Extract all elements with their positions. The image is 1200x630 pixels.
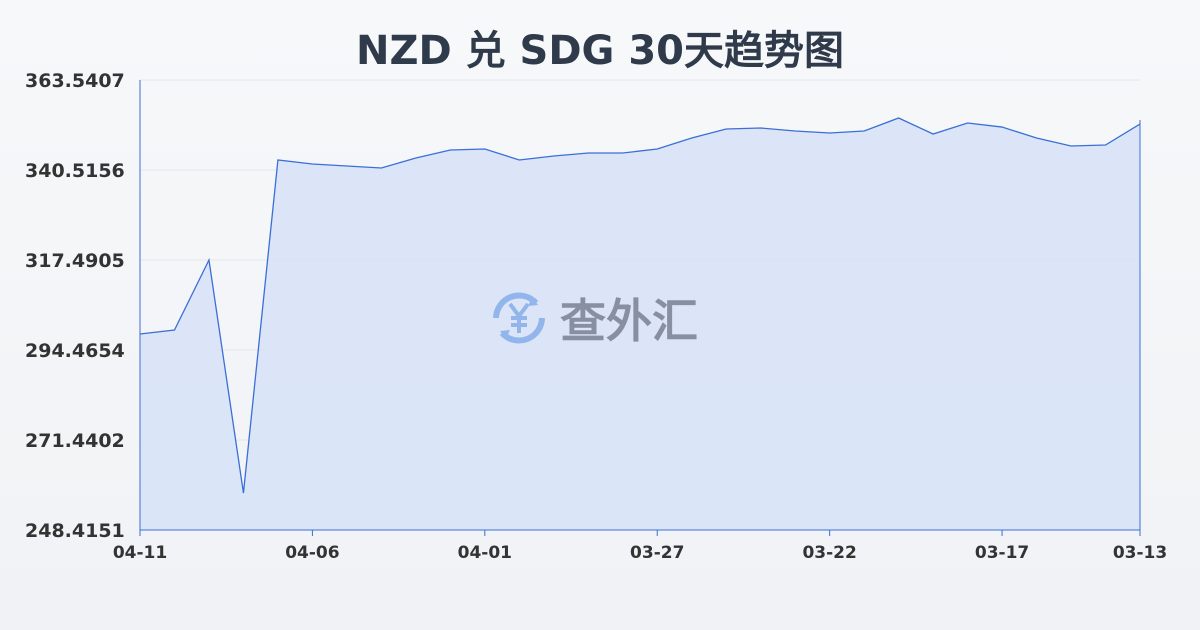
yen-exchange-icon (493, 292, 545, 344)
y-tick-label: 294.4654 (25, 340, 125, 362)
y-tick-label: 317.4905 (25, 250, 125, 272)
x-tick-label: 03-22 (802, 543, 856, 563)
series-line (139, 117, 1141, 494)
area-fill (140, 117, 1140, 530)
y-tick-label: 271.4402 (25, 430, 125, 452)
x-tick-label: 03-13 (1113, 543, 1167, 563)
x-tick-label: 04-11 (113, 543, 167, 563)
y-tick-label: 340.5156 (25, 160, 125, 182)
x-tick-label: 04-01 (458, 543, 512, 563)
y-tick-label: 363.5407 (25, 70, 125, 92)
y-tick-label: 248.4151 (25, 520, 125, 542)
chart-title: NZD 兑 SDG 30天趋势图 (356, 28, 844, 74)
watermark: 查外汇 (488, 285, 698, 351)
watermark-text: 查外汇 (560, 294, 698, 348)
x-tick-label: 03-27 (630, 543, 684, 563)
x-tick-label: 03-17 (975, 543, 1029, 563)
x-tick-label: 04-06 (285, 543, 339, 563)
